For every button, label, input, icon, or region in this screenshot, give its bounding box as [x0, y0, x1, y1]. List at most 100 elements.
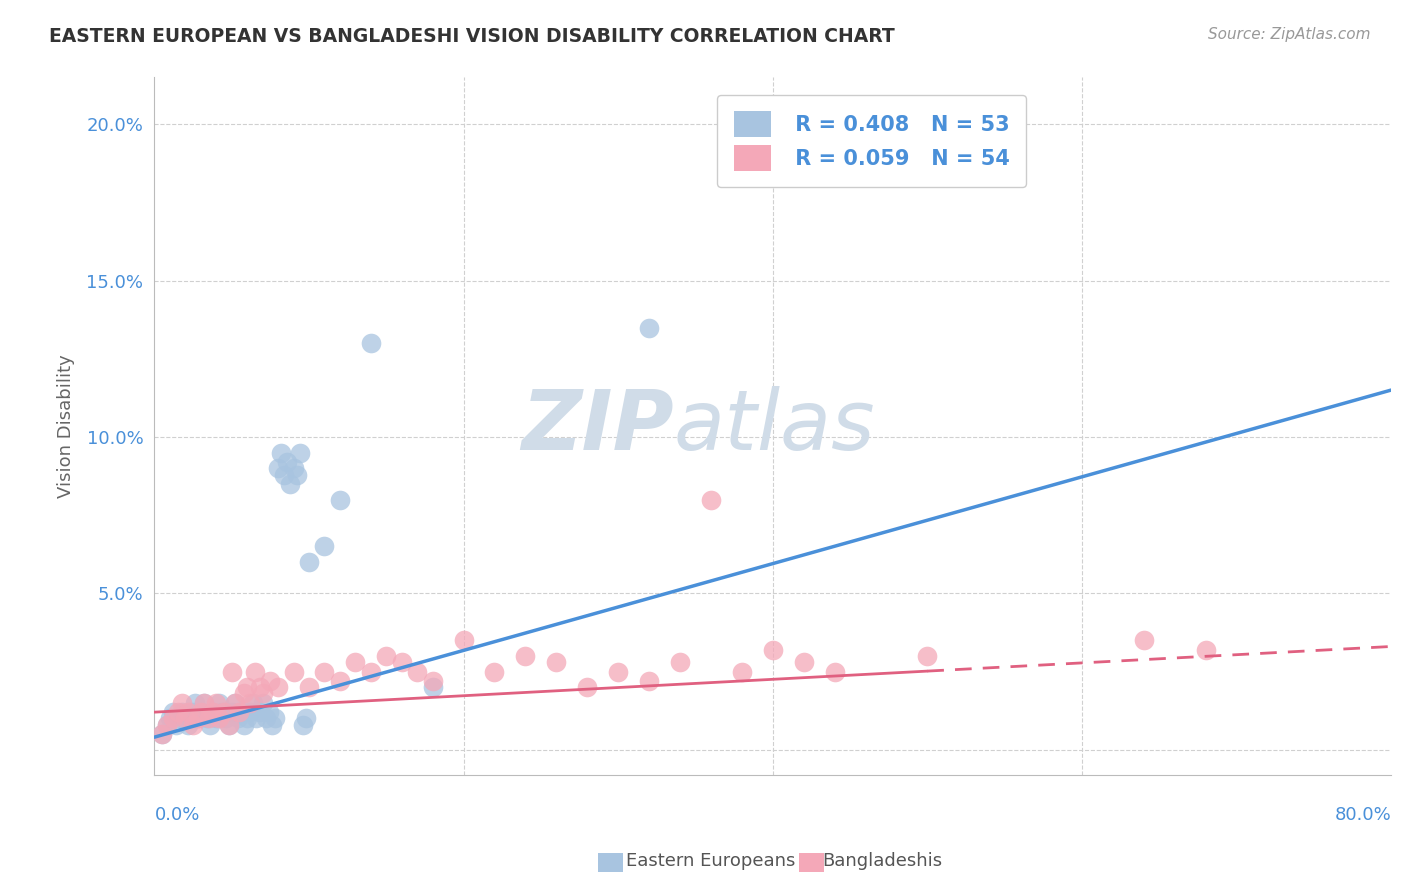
Point: [669, 655, 692, 669]
Point: [273, 467, 295, 482]
Point: [249, 705, 271, 719]
Point: [285, 467, 308, 482]
Y-axis label: Vision Disability: Vision Disability: [58, 354, 75, 498]
Point: [218, 717, 240, 731]
Point: [257, 705, 280, 719]
Point: [172, 696, 194, 710]
Point: [193, 696, 215, 710]
Point: [1194, 642, 1216, 657]
Point: [233, 686, 256, 700]
Point: [276, 455, 298, 469]
Point: [195, 711, 218, 725]
Point: [239, 705, 262, 719]
Point: [208, 696, 231, 710]
Point: [180, 705, 202, 719]
Point: [202, 705, 225, 719]
Point: [208, 711, 231, 725]
Point: [150, 727, 173, 741]
Point: [205, 696, 228, 710]
Point: [824, 665, 846, 679]
Point: [174, 711, 197, 725]
Point: [762, 642, 785, 657]
Point: [190, 705, 212, 719]
Point: [177, 705, 200, 719]
Point: [205, 711, 228, 725]
Point: [453, 633, 475, 648]
Point: [198, 717, 221, 731]
Point: [283, 461, 305, 475]
Point: [270, 445, 292, 459]
Text: Bangladeshis: Bangladeshis: [823, 852, 942, 870]
Point: [150, 727, 173, 741]
Point: [267, 680, 290, 694]
Point: [193, 696, 215, 710]
Point: [731, 665, 754, 679]
Point: [245, 711, 267, 725]
Point: [236, 711, 259, 725]
Point: [288, 445, 311, 459]
Point: [177, 717, 200, 731]
Point: [298, 555, 321, 569]
Point: [638, 673, 661, 688]
Point: [422, 680, 444, 694]
Point: [162, 711, 184, 725]
Point: [360, 336, 382, 351]
Point: [298, 680, 321, 694]
Point: [252, 696, 274, 710]
Point: [607, 665, 630, 679]
Point: [218, 717, 240, 731]
Point: [259, 673, 281, 688]
Point: [229, 705, 252, 719]
Point: [260, 717, 283, 731]
Point: [576, 680, 599, 694]
Point: [360, 665, 382, 679]
Text: 0.0%: 0.0%: [155, 806, 200, 824]
Point: [422, 673, 444, 688]
Point: [187, 711, 209, 725]
Point: [291, 717, 314, 731]
Point: [174, 711, 197, 725]
Point: [236, 680, 259, 694]
Point: [202, 705, 225, 719]
Point: [1132, 633, 1154, 648]
Point: [190, 705, 212, 719]
Point: [264, 711, 287, 725]
Point: [211, 705, 233, 719]
Point: [239, 696, 262, 710]
Point: [917, 648, 939, 663]
Point: [295, 711, 318, 725]
Text: atlas: atlas: [673, 385, 876, 467]
Point: [314, 665, 336, 679]
Text: Eastern Europeans: Eastern Europeans: [626, 852, 794, 870]
Point: [249, 680, 271, 694]
Point: [197, 711, 219, 725]
Point: [375, 648, 398, 663]
Point: [283, 665, 305, 679]
Point: [546, 655, 568, 669]
Point: [252, 686, 274, 700]
Point: [329, 673, 352, 688]
Point: [406, 665, 429, 679]
Point: [156, 717, 179, 731]
Point: [183, 696, 205, 710]
Point: [221, 665, 243, 679]
Point: [214, 711, 236, 725]
Legend:  R = 0.408   N = 53,  R = 0.059   N = 54: R = 0.408 N = 53, R = 0.059 N = 54: [717, 95, 1026, 187]
Point: [233, 717, 256, 731]
Point: [254, 711, 277, 725]
Point: [224, 696, 246, 710]
Point: [391, 655, 413, 669]
Point: [165, 717, 187, 731]
Point: [515, 648, 537, 663]
Point: [156, 717, 179, 731]
Point: [221, 705, 243, 719]
Point: [793, 655, 815, 669]
Point: [159, 711, 181, 725]
Point: [162, 705, 184, 719]
Point: [224, 696, 246, 710]
Point: [314, 540, 336, 554]
Point: [172, 705, 194, 719]
Point: [167, 711, 190, 725]
Point: [700, 492, 723, 507]
Point: [181, 717, 204, 731]
